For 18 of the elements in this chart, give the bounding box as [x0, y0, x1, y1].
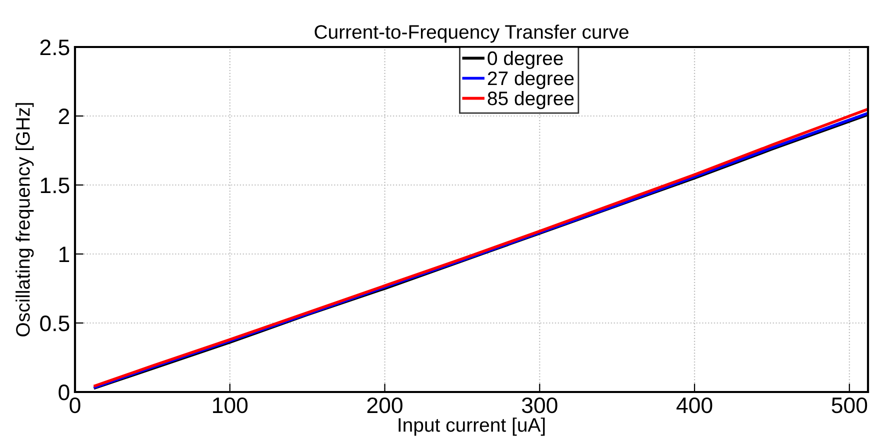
x-tick-label: 200 [367, 397, 402, 414]
y-tick-label: 2.5 [40, 40, 70, 56]
x-tick-label: 300 [522, 397, 558, 414]
y-tick-label: 0.5 [40, 316, 70, 332]
x-axis-title: Input current [uA] [398, 418, 545, 436]
chart-title: Current-to-Frequency Transfer curve [314, 24, 628, 43]
legend-label: 27 degree [488, 70, 574, 90]
legend-label: 85 degree [488, 91, 574, 110]
y-tick-label: 1 [59, 246, 70, 262]
x-tick-label: 100 [213, 397, 248, 414]
y-tick-label: 2 [58, 108, 70, 124]
x-tick-label: 500 [832, 397, 868, 414]
x-tick-label: 400 [676, 397, 712, 414]
y-tick-label: 1.5 [40, 178, 70, 194]
x-tick-label: 0 [70, 397, 80, 414]
y-axis-title: Oscillating frequency [GHz] [16, 103, 34, 336]
legend-label: 0 degree [488, 50, 563, 70]
y-tick-label: 0 [58, 384, 70, 400]
